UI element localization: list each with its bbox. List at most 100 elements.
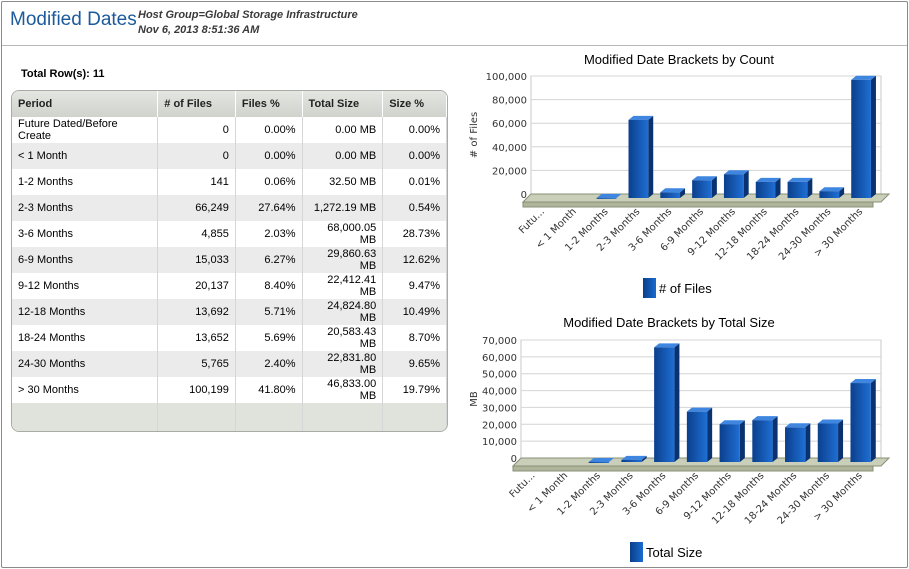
column-header-files[interactable]: # of Files	[157, 91, 236, 117]
table-footer-cell	[302, 403, 384, 431]
bar-top	[621, 455, 647, 460]
modified-dates-table: Period # of Files Files % Total Size Siz…	[12, 91, 447, 431]
table-cell: 5.71%	[235, 299, 303, 325]
table-row[interactable]: 9-12 Months 20,137 8.40% 22,412.41 MB 9.47%	[12, 273, 447, 299]
column-header-total-size[interactable]: Total Size	[302, 91, 384, 117]
bar-top	[787, 177, 813, 182]
bar-side	[807, 177, 813, 198]
bar-side	[739, 420, 745, 462]
bar-top	[719, 420, 745, 425]
table-footer-cell	[157, 403, 236, 431]
table-cell: 29,860.63 MB	[302, 247, 384, 273]
table-footer-cell	[382, 403, 447, 431]
y-tick-label: 70,000	[482, 336, 517, 347]
table-row[interactable]: 2-3 Months 66,249 27.64% 1,272.19 MB 0.54%	[12, 195, 447, 221]
column-header-period[interactable]: Period	[12, 91, 159, 117]
table-cell: 6-9 Months	[12, 247, 159, 273]
table-row[interactable]: < 1 Month 0 0.00% 0.00 MB 0.00%	[12, 143, 447, 169]
bar-side	[648, 115, 654, 198]
legend-swatch	[630, 542, 643, 562]
table-row[interactable]: 24-30 Months 5,765 2.40% 22,831.80 MB 9.65%	[12, 351, 447, 377]
size-bar-chart: 0 10,000 20,000 30,000 40,000 50,000 60,000 70,…	[469, 336, 891, 527]
y-tick-label: 10,000	[482, 437, 517, 448]
table-header-row: Period # of Files Files % Total Size Siz…	[12, 91, 447, 117]
bar-side	[608, 457, 614, 462]
table-cell: 9.47%	[382, 273, 447, 299]
bar	[850, 383, 871, 462]
chart-floor-edge	[512, 465, 874, 472]
table-footer-cell	[235, 403, 303, 431]
legend-swatch	[643, 278, 656, 298]
table-cell: 41.80%	[235, 377, 303, 403]
table-cell: 12.62%	[382, 247, 447, 273]
bar	[787, 181, 808, 198]
table-cell: 2-3 Months	[12, 195, 159, 221]
bar-top	[692, 176, 717, 181]
table-cell: 20,583.43 MB	[302, 325, 384, 351]
table-cell: 0.01%	[382, 169, 447, 195]
table-cell: 20,137	[157, 273, 236, 299]
bar-side	[838, 419, 844, 462]
y-tick-label: 30,000	[482, 403, 517, 414]
table-cell: 46,833.00 MB	[302, 377, 384, 403]
table-cell: 0.00%	[235, 143, 303, 169]
y-tick-label: 50,000	[482, 370, 517, 381]
table-cell: 13,652	[157, 325, 236, 351]
bar-side	[616, 193, 622, 198]
table-cell: 0.00 MB	[302, 117, 384, 143]
bar	[817, 423, 839, 462]
bar	[819, 191, 840, 198]
bar-side	[870, 379, 876, 462]
table-cell: 24,824.80 MB	[302, 299, 384, 325]
bar-top	[596, 193, 622, 198]
table-row[interactable]: Future Dated/Before Create 0 0.00% 0.00 MB 0…	[12, 117, 447, 143]
legend-label: # of Files	[659, 280, 712, 296]
bar	[755, 181, 776, 198]
x-tick-label: Futu...	[508, 470, 538, 500]
bar	[785, 427, 806, 462]
column-header-size-pct[interactable]: Size %	[382, 91, 447, 117]
column-header-files-pct[interactable]: Files %	[235, 91, 303, 117]
bar-side	[775, 177, 781, 198]
bar-top	[785, 423, 811, 428]
table-cell: 28.73%	[382, 221, 447, 247]
table-cell: 32.50 MB	[302, 169, 384, 195]
table-cell: 8.40%	[235, 273, 303, 299]
bar	[628, 119, 649, 198]
total-rows-label: Total Row(s): 11	[21, 68, 105, 80]
table-cell: 13,692	[157, 299, 236, 325]
table-row[interactable]: 12-18 Months 13,692 5.71% 24,824.80 MB 10.49…	[12, 299, 447, 325]
bar	[588, 461, 609, 463]
y-tick-label: 100,000	[486, 72, 527, 83]
table-cell: 3-6 Months	[12, 221, 159, 247]
report-header: Modified Dates Host Group=Global Storage…	[2, 2, 907, 46]
chart-floor-edge	[522, 201, 874, 208]
bar-top	[851, 75, 876, 80]
bar	[719, 424, 740, 462]
bar-side	[870, 75, 876, 198]
bar	[752, 420, 773, 462]
bar	[621, 459, 642, 462]
table-cell: 22,412.41 MB	[302, 273, 384, 299]
y-tick-label: 0	[511, 454, 517, 465]
table-row[interactable]: > 30 Months 100,199 41.80% 46,833.00 MB 19.7…	[12, 377, 447, 403]
table-row[interactable]: 6-9 Months 15,033 6.27% 29,860.63 MB 12.62%	[12, 247, 447, 273]
table-cell: 10.49%	[382, 299, 447, 325]
table-cell: 9-12 Months	[12, 273, 159, 299]
table-row[interactable]: 3-6 Months 4,855 2.03% 68,000.05 MB 28.73%	[12, 221, 447, 247]
bar-side	[711, 176, 717, 198]
table-row[interactable]: 18-24 Months 13,652 5.69% 20,583.43 MB 8.70%	[12, 325, 447, 351]
bar-top	[819, 187, 845, 192]
table-footer-cell	[12, 403, 159, 431]
y-tick-label: 0	[521, 190, 527, 201]
plot-area	[530, 75, 882, 195]
y-tick-label: 20,000	[492, 166, 527, 177]
bar-side	[772, 416, 778, 462]
bar	[686, 411, 708, 462]
table-cell: > 30 Months	[12, 377, 159, 403]
y-tick-label: 60,000	[482, 353, 517, 364]
table-cell: 1-2 Months	[12, 169, 159, 195]
table-row[interactable]: 1-2 Months 141 0.06% 32.50 MB 0.01%	[12, 169, 447, 195]
x-tick-label: Futu...	[517, 206, 547, 236]
table-cell: 0.00%	[235, 117, 303, 143]
